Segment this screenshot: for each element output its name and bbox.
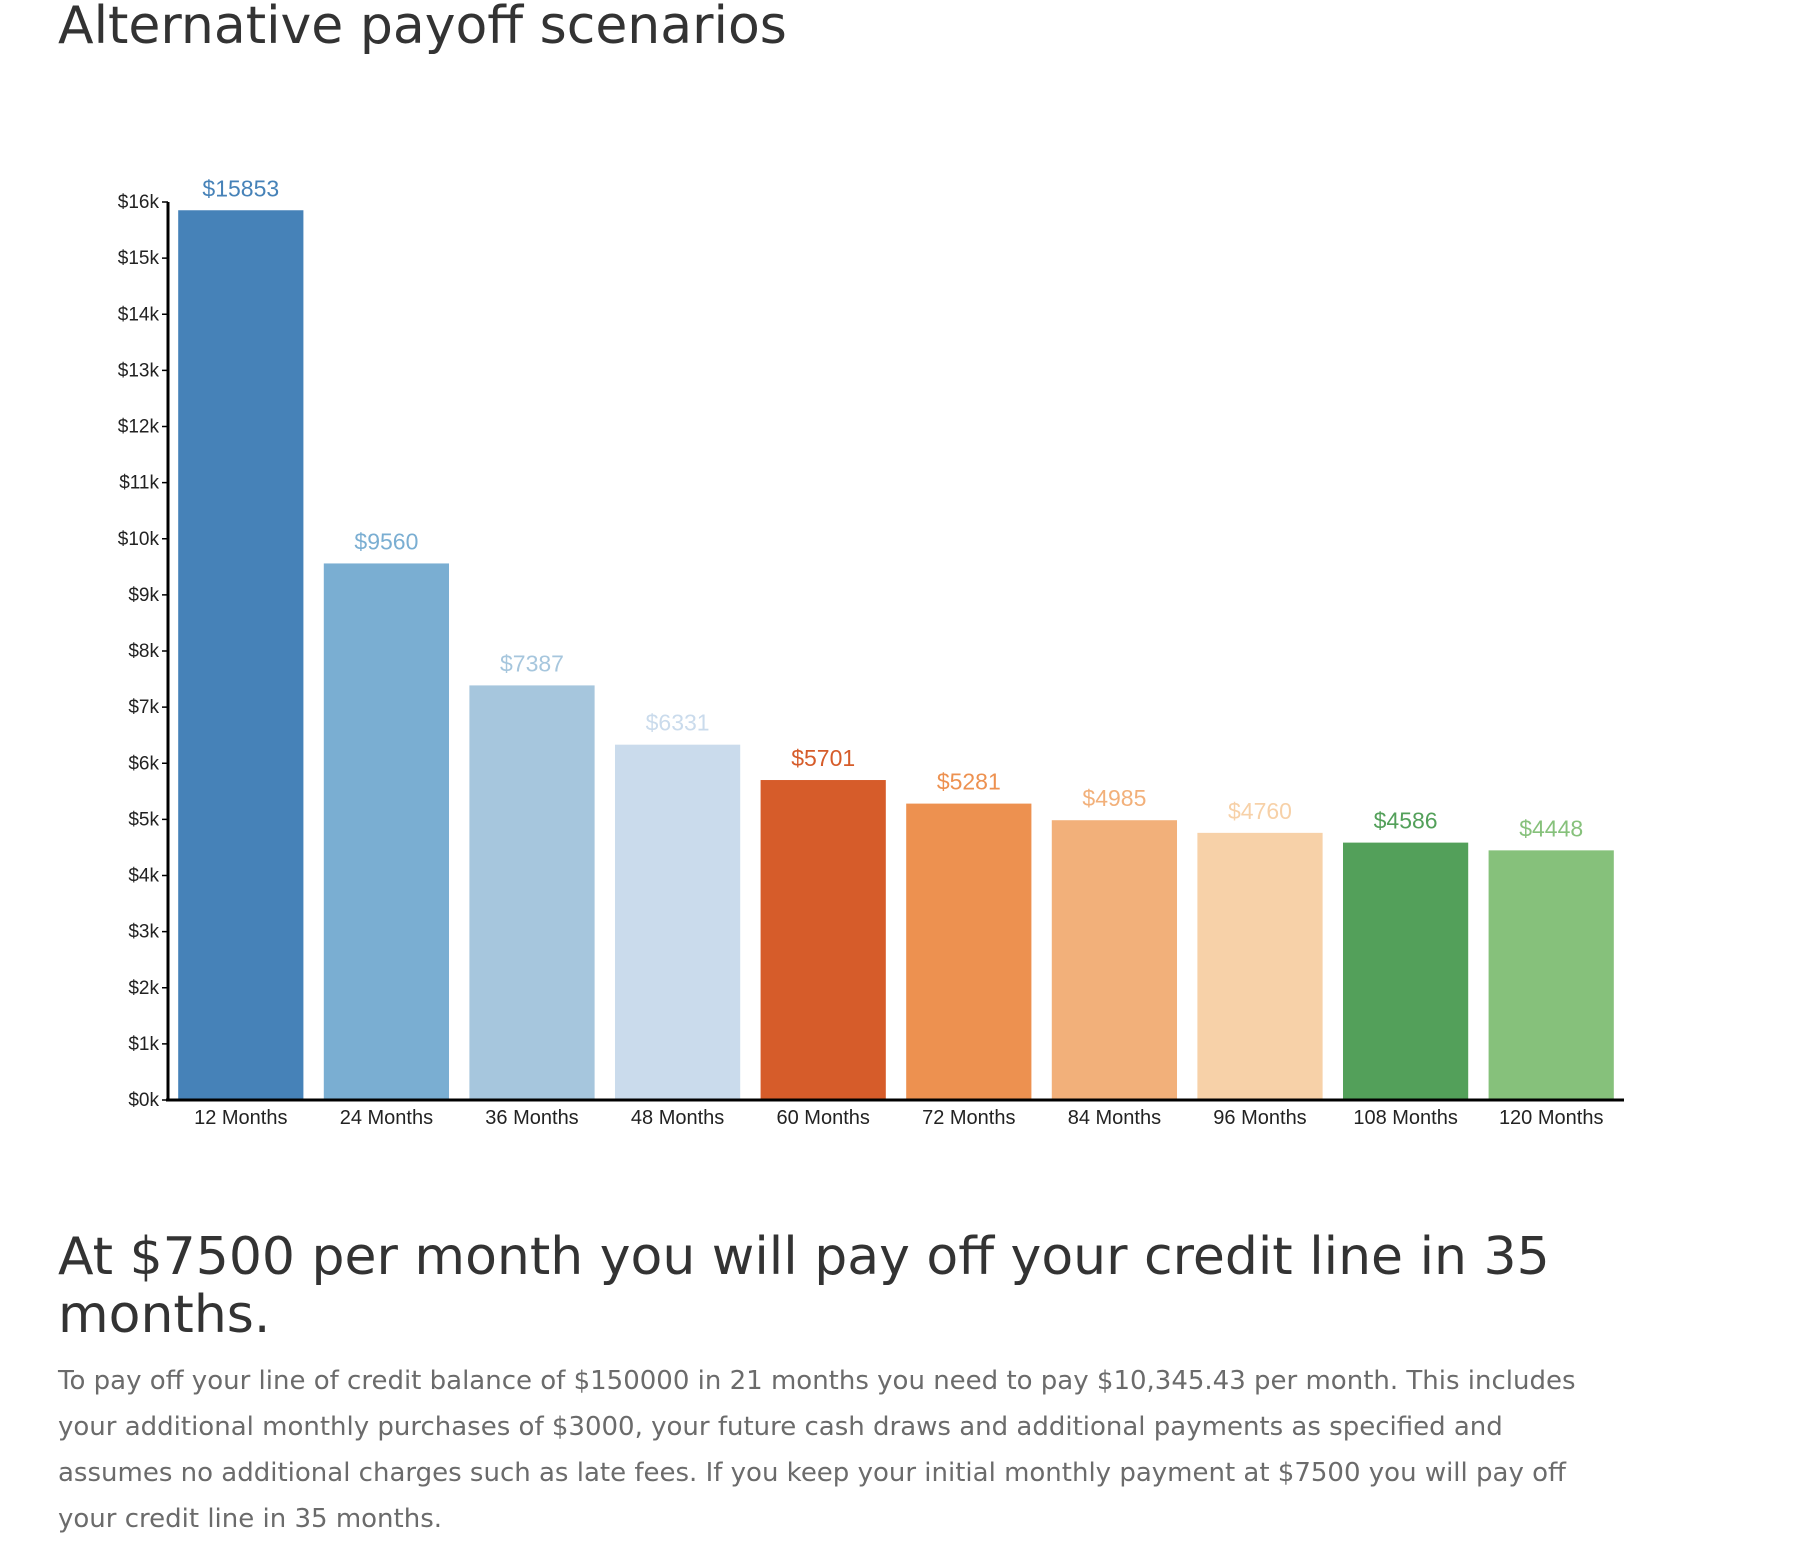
bar [469,685,595,1100]
y-tick-label: $12k [118,417,160,438]
x-tick-label: 60 Months [777,1107,870,1129]
page-title: Alternative payoff scenarios [58,0,787,56]
x-tick-label: 96 Months [1213,1107,1306,1129]
bar-value-label: $15853 [202,175,279,201]
payoff-summary-headline: At $7500 per month you will pay off your… [58,1227,1550,1345]
y-tick-label: $4k [128,866,159,887]
y-tick-label: $5k [128,809,159,830]
y-tick-label: $15k [118,248,160,269]
y-tick-label: $6k [128,753,159,774]
y-tick-label: $0k [128,1090,159,1111]
y-tick-label: $11k [119,473,159,494]
bar-value-label: $7387 [500,650,564,676]
bar [178,210,304,1101]
bar-value-label: $9560 [354,528,418,554]
x-tick-label: 120 Months [1499,1107,1604,1129]
x-tick-label: 84 Months [1068,1107,1161,1129]
bar [1342,842,1469,1100]
x-tick-label: 12 Months [194,1107,287,1129]
value-labels: $15853 $9560 $7387 $6331 $5701 $5281 $4985 $476… [202,175,1583,841]
y-tick-label: $10k [118,529,160,550]
y-tick-label: $2k [128,978,159,999]
bar [906,803,1032,1100]
bar-value-label: $4586 [1374,808,1438,834]
x-axis: 12 Months 24 Months 36 Months 48 Months 60 M… [166,1098,1624,1129]
y-tick-label: $14k [118,304,160,325]
bars [178,210,1614,1101]
x-tick-label: 48 Months [631,1107,724,1129]
x-tick-label: 24 Months [340,1107,433,1129]
y-tick-label: $9k [128,585,159,606]
y-tick-label: $13k [118,360,160,381]
y-tick-label: $8k [128,641,159,662]
bar-value-label: $5281 [937,769,1001,795]
y-tick-label: $1k [128,1034,159,1055]
bar [614,744,741,1100]
bar-value-label: $4760 [1228,798,1292,824]
y-tick-label: $7k [128,697,159,718]
y-axis: $0k $1k $2k $3k $4k $5k $6k $7k $8k $9k $10k $11k $1… [118,192,170,1111]
bar [1051,820,1178,1100]
x-tick-label: 72 Months [922,1107,1015,1129]
bar [760,780,886,1100]
bar-value-label: $4985 [1082,785,1146,811]
bar-value-label: $4448 [1519,815,1583,841]
x-tick-label: 36 Months [485,1107,578,1129]
bar-value-label: $6331 [646,710,710,736]
bar-value-label: $5701 [791,745,855,771]
bar [323,563,450,1100]
y-tick-label: $16k [118,192,160,213]
y-tick-label: $3k [128,922,159,943]
bar [1488,850,1614,1100]
payoff-description: To pay off your line of credit balance o… [58,1366,1576,1534]
payoff-bar-chart: $0k $1k $2k $3k $4k $5k $6k $7k $8k $9k $10k $11k $1… [118,175,1624,1129]
bar [1197,832,1323,1100]
x-tick-label: 108 Months [1353,1107,1458,1129]
